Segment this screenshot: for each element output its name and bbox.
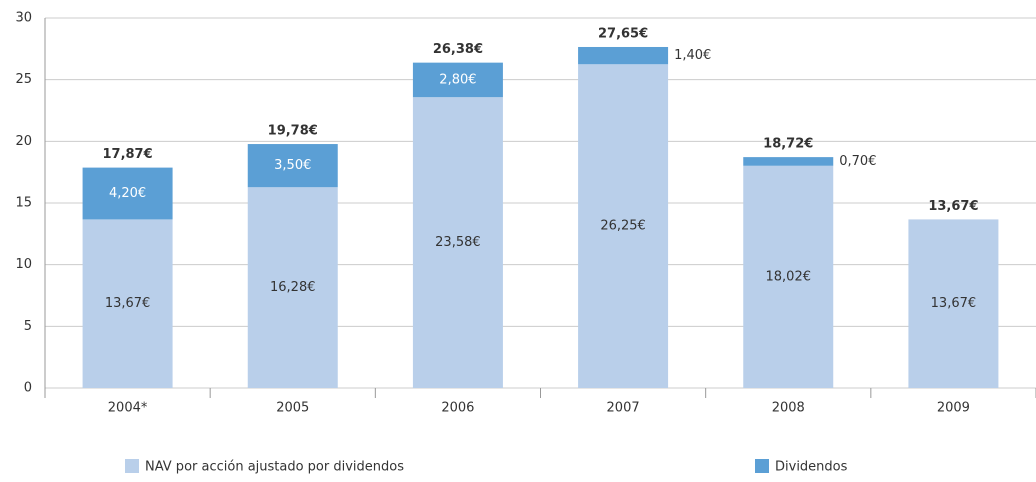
y-tick-label: 0 xyxy=(24,381,32,396)
y-tick-label: 15 xyxy=(15,196,32,211)
x-tick-label: 2009 xyxy=(937,401,970,416)
value-label: 2,80€ xyxy=(439,72,476,87)
total-label: 26,38€ xyxy=(433,42,483,57)
y-tick-label: 30 xyxy=(15,11,32,26)
y-tick-label: 10 xyxy=(15,257,32,272)
bar-segment xyxy=(82,219,173,388)
bar-segment xyxy=(578,64,669,388)
x-tick-label: 2005 xyxy=(276,401,309,416)
bar-segment xyxy=(743,157,834,166)
total-label: 27,65€ xyxy=(598,26,648,41)
total-label: 18,72€ xyxy=(763,137,813,152)
bar-segment xyxy=(578,46,669,65)
value-label: 16,28€ xyxy=(270,280,316,295)
value-label: 23,58€ xyxy=(435,235,481,250)
total-label: 17,87€ xyxy=(102,147,152,162)
bar-segment xyxy=(743,165,834,388)
y-tick-label: 20 xyxy=(15,134,32,149)
bar-segment xyxy=(412,97,503,389)
value-label: 3,50€ xyxy=(274,158,311,173)
value-label: 13,67€ xyxy=(931,296,977,311)
x-tick-label: 2008 xyxy=(772,401,805,416)
legend-swatch xyxy=(755,459,769,473)
x-tick-label: 2004* xyxy=(108,401,148,416)
bar-segment xyxy=(247,144,338,188)
legend-label: Dividendos xyxy=(775,460,848,475)
bar-segment xyxy=(412,62,503,98)
legend-swatch xyxy=(125,459,139,473)
x-tick-label: 2007 xyxy=(607,401,640,416)
y-tick-label: 25 xyxy=(15,72,32,87)
bar-segment xyxy=(82,167,173,220)
value-label: 13,67€ xyxy=(105,296,151,311)
value-label: 0,70€ xyxy=(839,154,876,169)
x-tick-label: 2006 xyxy=(441,401,474,416)
total-label: 13,67€ xyxy=(928,199,978,214)
value-label: 4,20€ xyxy=(109,186,146,201)
value-label: 18,02€ xyxy=(766,269,812,284)
value-label: 1,40€ xyxy=(674,48,711,63)
bar-segment xyxy=(247,187,338,388)
value-label: 26,25€ xyxy=(600,219,646,234)
legend-label: NAV por acción ajustado por dividendos xyxy=(145,460,404,475)
y-tick-label: 5 xyxy=(24,319,32,334)
total-label: 19,78€ xyxy=(268,124,318,139)
bar-segment xyxy=(908,219,999,388)
